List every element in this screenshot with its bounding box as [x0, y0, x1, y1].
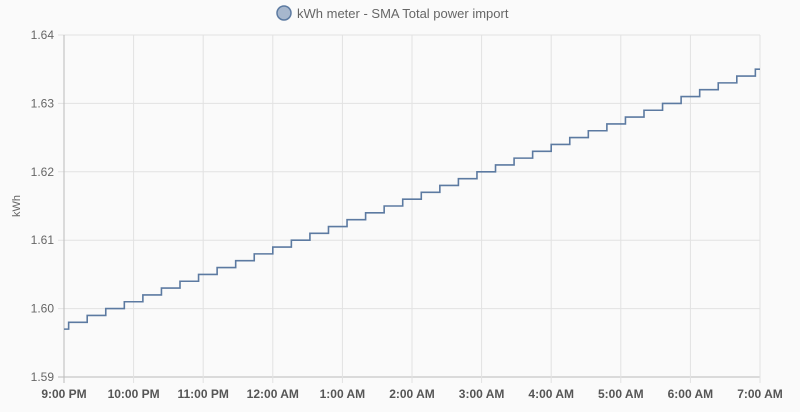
- y-axis-label: kWh: [11, 195, 23, 217]
- y-tick-label: 1.60: [31, 302, 55, 316]
- x-tick-label: 3:00 AM: [459, 387, 505, 401]
- x-tick-label: 12:00 AM: [247, 387, 299, 401]
- x-tick-label: 6:00 AM: [668, 387, 714, 401]
- y-tick-label: 1.64: [31, 28, 55, 42]
- legend-label: kWh meter - SMA Total power import: [297, 6, 509, 21]
- x-tick-label: 9:00 PM: [41, 387, 86, 401]
- y-tick-label: 1.62: [31, 165, 55, 179]
- x-tick-label: 5:00 AM: [598, 387, 644, 401]
- x-tick-label: 10:00 PM: [108, 387, 160, 401]
- y-tick-label: 1.59: [31, 370, 55, 384]
- x-tick-label: 11:00 PM: [178, 387, 229, 401]
- x-tick-label: 7:00 AM: [737, 387, 783, 401]
- x-tick-label: 1:00 AM: [320, 387, 366, 401]
- series-line: [64, 68, 760, 330]
- legend-swatch-icon: [276, 5, 292, 21]
- legend-item[interactable]: kWh meter - SMA Total power import: [276, 5, 509, 21]
- y-tick-label: 1.63: [31, 96, 55, 110]
- y-tick-label: 1.61: [31, 233, 55, 247]
- x-tick-label: 4:00 AM: [528, 387, 574, 401]
- x-tick-label: 2:00 AM: [389, 387, 435, 401]
